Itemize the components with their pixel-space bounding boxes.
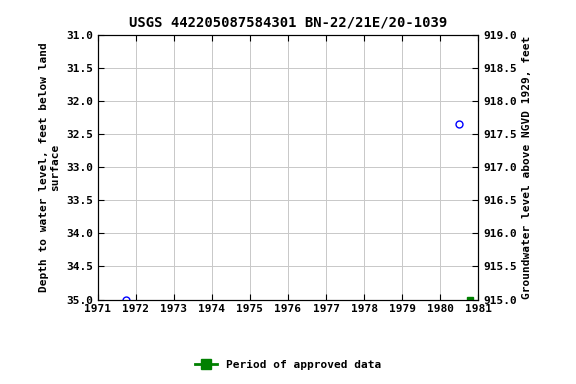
Title: USGS 442205087584301 BN-22/21E/20-1039: USGS 442205087584301 BN-22/21E/20-1039: [129, 15, 447, 29]
Y-axis label: Depth to water level, feet below land
surface: Depth to water level, feet below land su…: [39, 42, 60, 292]
Legend: Period of approved data: Period of approved data: [191, 356, 385, 375]
Y-axis label: Groundwater level above NGVD 1929, feet: Groundwater level above NGVD 1929, feet: [522, 35, 532, 299]
